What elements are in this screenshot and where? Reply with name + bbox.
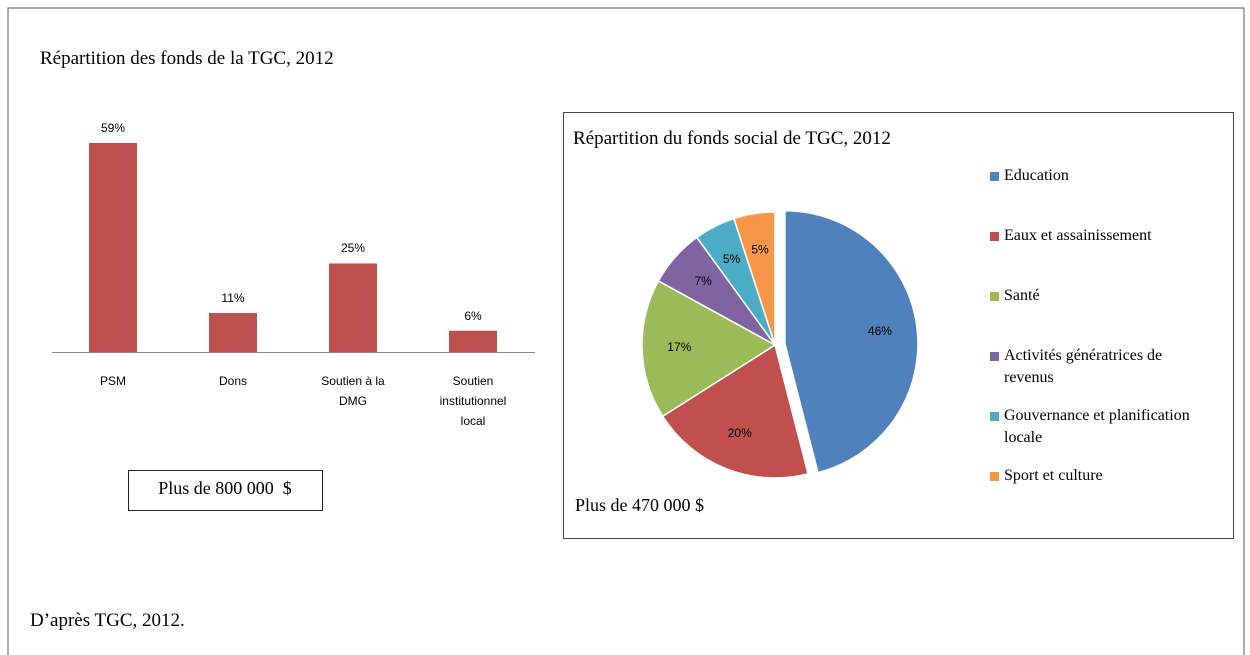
legend-label: Sport et culture xyxy=(1004,467,1103,484)
pie-value-label: 20% xyxy=(728,426,752,440)
legend-label: Eaux et assainissement xyxy=(1004,227,1152,244)
source-note: D’après TGC, 2012. xyxy=(30,610,185,631)
legend-label: Activités génératrices de revenus xyxy=(1004,347,1163,386)
pie-value-label: 5% xyxy=(723,252,741,266)
legend-swatch xyxy=(990,412,999,421)
bar-value-label: 25% xyxy=(340,241,366,256)
legend-label: Education xyxy=(1004,167,1069,184)
bar-title: Répartition des fonds de la TGC, 2012 xyxy=(40,48,334,69)
legend-label: Gouvernance et planification locale xyxy=(1004,407,1190,446)
pie-slice xyxy=(661,343,809,479)
bar-value-label: 6% xyxy=(464,308,482,323)
x-tick-label: Soutien institutionnel local xyxy=(439,374,507,428)
pie-annotation: Plus de 470 000 $ xyxy=(575,495,705,515)
bar-annotation: Plus de 800 000 $ xyxy=(158,478,292,498)
pie-value-label: 46% xyxy=(868,324,892,338)
pie-value-label: 5% xyxy=(751,243,769,257)
bar xyxy=(209,313,257,352)
pie-frame xyxy=(563,112,1234,539)
bar-annotation-box xyxy=(128,470,323,511)
bar xyxy=(449,330,497,352)
legend-swatch xyxy=(990,352,999,361)
outer-frame xyxy=(7,7,1245,655)
bar-value-label: 59% xyxy=(100,121,126,135)
x-tick-label: Soutien à la DMG xyxy=(321,374,385,408)
legend-swatch xyxy=(990,172,999,181)
legend-swatch xyxy=(990,292,999,301)
x-tick-label: PSM xyxy=(99,374,126,388)
pie-title: Répartition du fonds social de TGC, 2012 xyxy=(573,128,891,149)
legend-label: Santé xyxy=(1004,287,1040,304)
bar xyxy=(329,263,377,352)
legend-swatch xyxy=(990,232,999,241)
pie-value-label: 7% xyxy=(694,274,712,288)
x-tick-label: Dons xyxy=(218,374,247,388)
bar xyxy=(89,143,137,352)
pie-slice xyxy=(732,211,776,346)
pie-slice xyxy=(784,209,919,474)
pie-value-label: 17% xyxy=(667,340,691,354)
bar-value-label: 11% xyxy=(221,291,245,306)
legend-swatch xyxy=(990,472,999,481)
pie-slice xyxy=(641,279,777,418)
